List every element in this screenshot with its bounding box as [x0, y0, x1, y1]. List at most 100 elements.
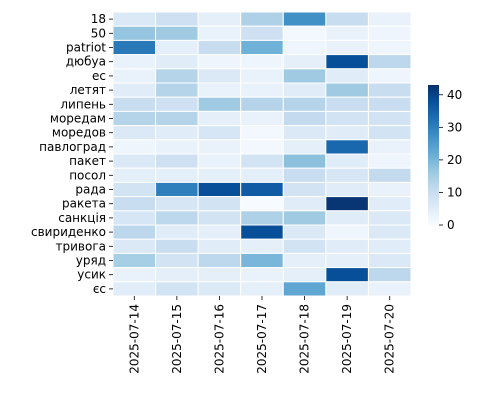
- heatmap-cell: [325, 267, 369, 283]
- heatmap-cell: [282, 153, 327, 169]
- x-tick-labels: 2025-07-14 2025-07-15 2025-07-16 2025-07-17…: [127, 296, 397, 374]
- heatmap-cell: [325, 54, 369, 70]
- heatmap-cell: [282, 25, 327, 41]
- heatmap-cell: [325, 252, 369, 269]
- heatmap-cell: [325, 181, 369, 198]
- heatmap-cell: [155, 238, 199, 254]
- heatmap-cell: [325, 210, 369, 226]
- heatmap-cell: [240, 139, 284, 155]
- y-tick-label: 50: [91, 26, 106, 40]
- heatmap-cell: [155, 96, 199, 112]
- heatmap-cell: [197, 139, 242, 155]
- heatmap-cell: [325, 39, 369, 56]
- heatmap-cell: [197, 68, 242, 84]
- heatmap-cell: [325, 110, 369, 127]
- heatmap-cell: [240, 11, 284, 27]
- heatmap-cell: [367, 181, 412, 198]
- heatmap-cell: [155, 39, 199, 56]
- heatmap-cell: [155, 54, 199, 70]
- heatmap-cell: [367, 25, 412, 41]
- heatmap-cell: [240, 281, 284, 297]
- heatmap-cell: [197, 39, 242, 56]
- heatmap-cell: [282, 210, 327, 226]
- heatmap-cell: [112, 267, 157, 283]
- heatmap-cell: [240, 181, 284, 198]
- heatmap-cell: [112, 181, 157, 198]
- heatmap-cell: [197, 181, 242, 198]
- heatmap-cell: [197, 11, 242, 27]
- heatmap-cell: [240, 54, 284, 70]
- heatmap-cell: [112, 252, 157, 269]
- heatmap-cell: [112, 82, 157, 98]
- heatmap-cell: [155, 110, 199, 127]
- heatmap-cell: [197, 125, 242, 141]
- y-tick-label: липень: [60, 97, 106, 111]
- heatmap-cell: [325, 281, 369, 297]
- heatmap-cell: [112, 210, 157, 226]
- x-tick-label: 2025-07-16: [212, 304, 226, 374]
- colorbar-tick-label: 10: [447, 185, 462, 199]
- heatmap-cell: [240, 224, 284, 240]
- heatmap-cell: [367, 96, 412, 112]
- heatmap-cell: [240, 196, 284, 212]
- heatmap-cell: [367, 267, 412, 283]
- heatmap-cell: [155, 139, 199, 155]
- heatmap-cell: [367, 281, 412, 297]
- heatmap-cell: [112, 125, 157, 141]
- heatmap-cell: [282, 96, 327, 112]
- y-tick-label: пакет: [69, 154, 106, 168]
- heatmap-cell: [325, 153, 369, 169]
- heatmap-cell: [155, 196, 199, 212]
- heatmap-cell: [282, 167, 327, 183]
- heatmap-cell: [367, 167, 412, 183]
- heatmap-cell: [155, 68, 199, 84]
- heatmap-cell: [197, 96, 242, 112]
- heatmap-cell: [197, 252, 242, 269]
- heatmap-cell: [155, 210, 199, 226]
- heatmap-cell: [367, 238, 412, 254]
- heatmap-cells: [112, 11, 412, 297]
- heatmap-cell: [155, 167, 199, 183]
- heatmap-cell: [155, 267, 199, 283]
- heatmap-cell: [155, 82, 199, 98]
- heatmap-cell: [112, 196, 157, 212]
- heatmap-cell: [282, 281, 327, 297]
- heatmap-cell: [197, 25, 242, 41]
- heatmap-cell: [282, 224, 327, 240]
- heatmap-cell: [197, 224, 242, 240]
- heatmap-cell: [367, 210, 412, 226]
- heatmap-cell: [197, 153, 242, 169]
- heatmap-cell: [155, 224, 199, 240]
- heatmap-cell: [282, 267, 327, 283]
- x-tick-label: 2025-07-20: [383, 304, 397, 374]
- heatmap-cell: [282, 39, 327, 56]
- heatmap-cell: [282, 181, 327, 198]
- x-tick-label: 2025-07-18: [298, 304, 312, 374]
- heatmap-cell: [282, 82, 327, 98]
- heatmap-cell: [155, 281, 199, 297]
- heatmap-cell: [282, 54, 327, 70]
- x-tick-label: 2025-07-15: [170, 304, 184, 374]
- heatmap-cell: [112, 153, 157, 169]
- heatmap-cell: [112, 54, 157, 70]
- colorbar-tick-label: 40: [447, 88, 462, 102]
- heatmap-cell: [325, 196, 369, 212]
- y-tick-label: тривога: [56, 239, 106, 253]
- heatmap-cell: [325, 68, 369, 84]
- heatmap-cell: [197, 281, 242, 297]
- heatmap-cell: [282, 139, 327, 155]
- heatmap-cell: [325, 25, 369, 41]
- heatmap-cell: [240, 125, 284, 141]
- heatmap-cell: [240, 238, 284, 254]
- y-tick-label: уряд: [76, 254, 106, 268]
- heatmap-cell: [325, 238, 369, 254]
- heatmap-cell: [197, 238, 242, 254]
- y-tick-label: рада: [75, 183, 106, 197]
- y-tick-label: свириденко: [31, 225, 106, 239]
- heatmap-cell: [367, 125, 412, 141]
- heatmap-cell: [112, 110, 157, 127]
- heatmap-cell: [240, 96, 284, 112]
- heatmap-cell: [325, 125, 369, 141]
- heatmap-cell: [367, 39, 412, 56]
